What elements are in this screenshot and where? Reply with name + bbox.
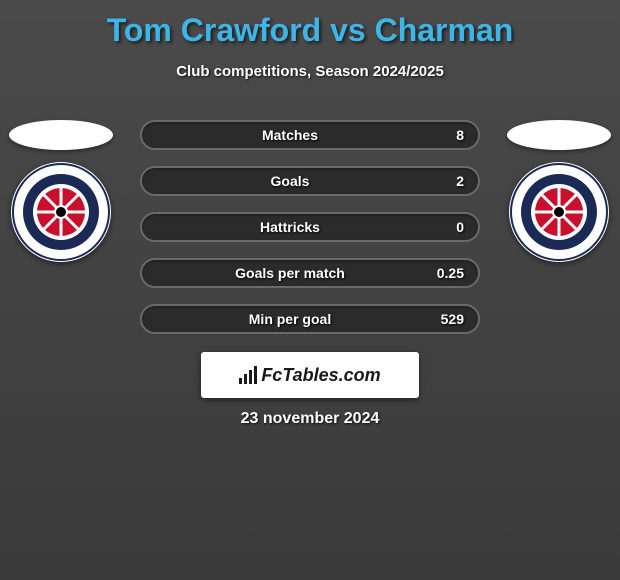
club-badge-icon (509, 162, 609, 262)
site-name-text: FcTables.com (261, 365, 380, 386)
stat-row-goals-per-match: Goals per match 0.25 (140, 258, 480, 288)
stat-label: Hattricks (156, 219, 424, 235)
site-badge[interactable]: FcTables.com (201, 352, 419, 398)
right-player-placeholder (507, 120, 611, 150)
bars-icon (239, 366, 257, 384)
page-title: Tom Crawford vs Charman (0, 0, 620, 49)
left-player-placeholder (9, 120, 113, 150)
right-player-column (504, 120, 614, 262)
stat-row-matches: Matches 8 (140, 120, 480, 150)
stat-label: Matches (156, 127, 424, 143)
stat-label: Goals per match (156, 265, 424, 281)
date-text: 23 november 2024 (0, 410, 620, 428)
club-badge-icon (11, 162, 111, 262)
stat-row-hattricks: Hattricks 0 (140, 212, 480, 242)
stat-value-right: 8 (424, 127, 464, 143)
right-club-logo (509, 162, 609, 262)
stat-value-right: 2 (424, 173, 464, 189)
stats-list: Matches 8 Goals 2 Hattricks 0 Goals per … (140, 120, 480, 334)
stat-value-right: 0 (424, 219, 464, 235)
stat-value-right: 0.25 (424, 265, 464, 281)
subtitle: Club competitions, Season 2024/2025 (0, 63, 620, 80)
stat-label: Goals (156, 173, 424, 189)
stat-value-right: 529 (424, 311, 464, 327)
left-club-logo (11, 162, 111, 262)
stat-row-goals: Goals 2 (140, 166, 480, 196)
site-badge-label: FcTables.com (239, 365, 380, 386)
stat-label: Min per goal (156, 311, 424, 327)
stat-row-min-per-goal: Min per goal 529 (140, 304, 480, 334)
left-player-column (6, 120, 116, 262)
